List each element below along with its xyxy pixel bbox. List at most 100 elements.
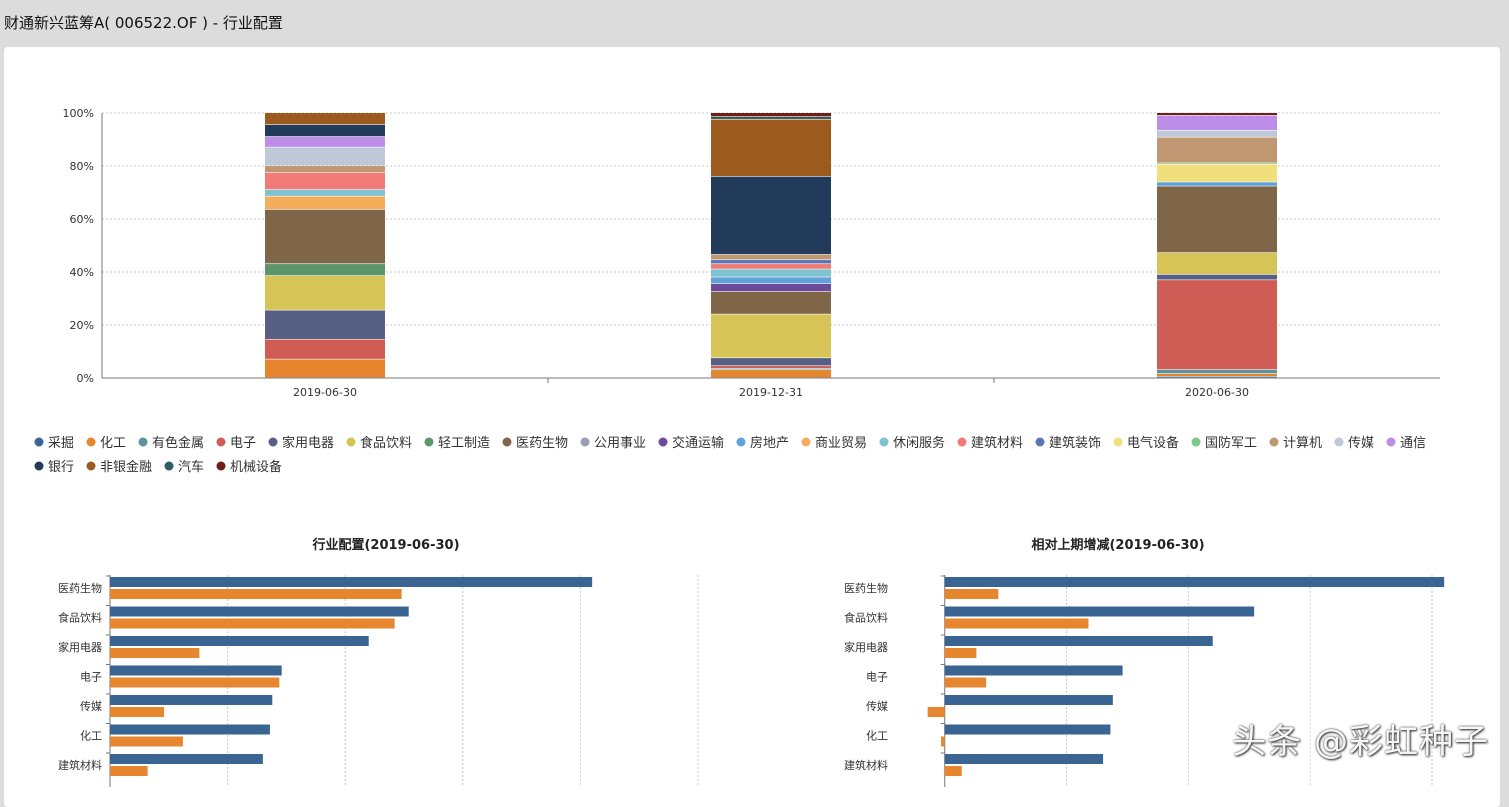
- stack-segment: [1157, 373, 1277, 377]
- legend-label: 房地产: [750, 435, 789, 451]
- stack-segment: [265, 166, 385, 173]
- stack-segment: [711, 314, 831, 358]
- y-tick-label: 20%: [70, 319, 94, 332]
- stack-segment: [711, 264, 831, 269]
- stack-segment: [1157, 130, 1277, 137]
- legend-marker: [34, 461, 44, 471]
- stack-segment: [711, 283, 831, 292]
- stack-segment: [265, 147, 385, 166]
- legend-item: 建筑材料: [957, 435, 1023, 451]
- legend-label: 非银金融: [100, 459, 152, 475]
- bar: [944, 695, 1113, 705]
- legend-marker: [736, 437, 746, 447]
- stack-segment: [265, 189, 385, 196]
- legend-label: 医药生物: [516, 436, 568, 451]
- y-tick-label: 化工: [866, 729, 888, 743]
- stack-segment: [265, 172, 385, 190]
- legend-marker: [1386, 437, 1396, 447]
- y-tick-label: 食品饮料: [844, 611, 888, 625]
- bar: [110, 606, 409, 617]
- legend-marker: [1191, 437, 1201, 447]
- chart-title: 行业配置(2019-06-30): [311, 537, 459, 553]
- legend-marker: [164, 461, 174, 471]
- legend-item: 交通运输: [658, 435, 724, 451]
- bar: [944, 648, 977, 658]
- bar: [944, 677, 987, 688]
- y-tick-label: 传媒: [866, 700, 888, 713]
- charts-svg: 0% 20% 40% 60% 80% 100% 2019-06-30 2019-12-31 20…: [34, 107, 1445, 787]
- legend-marker: [658, 437, 668, 447]
- legend-item: 医药生物: [502, 436, 568, 451]
- y-tick-label: 医药生物: [844, 581, 888, 595]
- legend-marker: [957, 437, 967, 447]
- legend-marker: [801, 437, 811, 447]
- bar: [944, 665, 1123, 676]
- stack-segment: [1157, 376, 1277, 378]
- legend-label: 化工: [100, 436, 126, 451]
- x-tick-label: 2019-12-31: [739, 386, 803, 399]
- legend-item: 家用电器: [268, 435, 334, 451]
- bar: [110, 766, 148, 776]
- y-tick-label: 60%: [70, 213, 94, 226]
- stack-segment: [1157, 163, 1277, 165]
- stack-segment: [711, 269, 831, 277]
- legend-item: 非银金融: [86, 459, 152, 475]
- bar: [110, 736, 183, 747]
- stack-segment: [265, 339, 385, 359]
- bar: [944, 766, 962, 776]
- bar: [110, 577, 593, 587]
- legend-marker: [1035, 437, 1045, 447]
- legend-label: 建筑装饰: [1049, 435, 1101, 451]
- bar: [110, 695, 273, 705]
- stack-segment: [265, 196, 385, 210]
- legend-marker: [216, 461, 226, 471]
- y-tick-label: 建筑材料: [58, 758, 102, 772]
- stack-segment: [1157, 164, 1277, 182]
- legend-item: 采掘: [34, 436, 74, 451]
- legend-marker: [34, 437, 44, 447]
- legend-marker: [424, 437, 434, 447]
- x-tick-label: 2020-06-30: [1185, 386, 1249, 399]
- legend-marker: [580, 437, 590, 447]
- legend-label: 汽车: [178, 459, 204, 475]
- legend-marker: [346, 437, 356, 447]
- bar: [944, 724, 1111, 735]
- legend-label: 传媒: [1348, 436, 1374, 451]
- stack-segment: [1157, 137, 1277, 163]
- legend-label: 公用事业: [594, 436, 646, 451]
- stacked-industry-allocation-chart: 0% 20% 40% 60% 80% 100% 2019-06-30 2019-12-31 20…: [63, 107, 1440, 399]
- legend-label: 机械设备: [230, 459, 282, 475]
- legend-label: 家用电器: [282, 435, 334, 451]
- stack-segment: [1157, 274, 1277, 280]
- chart-title: 相对上期增减(2019-06-30): [1031, 537, 1204, 553]
- stack-segment: [711, 116, 831, 120]
- legend-marker: [1334, 437, 1344, 447]
- legend-item: 计算机: [1269, 436, 1322, 451]
- stack-segment: [265, 275, 385, 310]
- stack-segment: [265, 136, 385, 147]
- legend-item: 房地产: [736, 435, 789, 451]
- stack-segment: [1157, 369, 1277, 374]
- legend-label: 轻工制造: [438, 436, 490, 451]
- legend-item: 银行: [34, 460, 74, 475]
- legend-marker: [1269, 437, 1279, 447]
- watermark: 头条 @彩虹种子: [1232, 722, 1489, 762]
- legend-marker: [216, 437, 226, 447]
- legend-item: 汽车: [164, 459, 204, 475]
- bar: [110, 648, 200, 658]
- stack-segment: [265, 113, 385, 125]
- y-tick-label: 家用电器: [844, 640, 888, 654]
- bar: [110, 665, 282, 676]
- stack-segment: [265, 124, 385, 137]
- legend-item: 电子: [216, 436, 256, 451]
- legend-item: 休闲服务: [879, 435, 945, 451]
- y-tick-label: 家用电器: [58, 640, 102, 654]
- legend-marker: [86, 461, 96, 471]
- legend-label: 商业贸易: [815, 436, 867, 451]
- stack-segment: [265, 359, 385, 378]
- y-tick-label: 80%: [70, 160, 94, 173]
- bar: [944, 618, 1089, 629]
- bar: [110, 724, 270, 735]
- stack-segment: [265, 310, 385, 339]
